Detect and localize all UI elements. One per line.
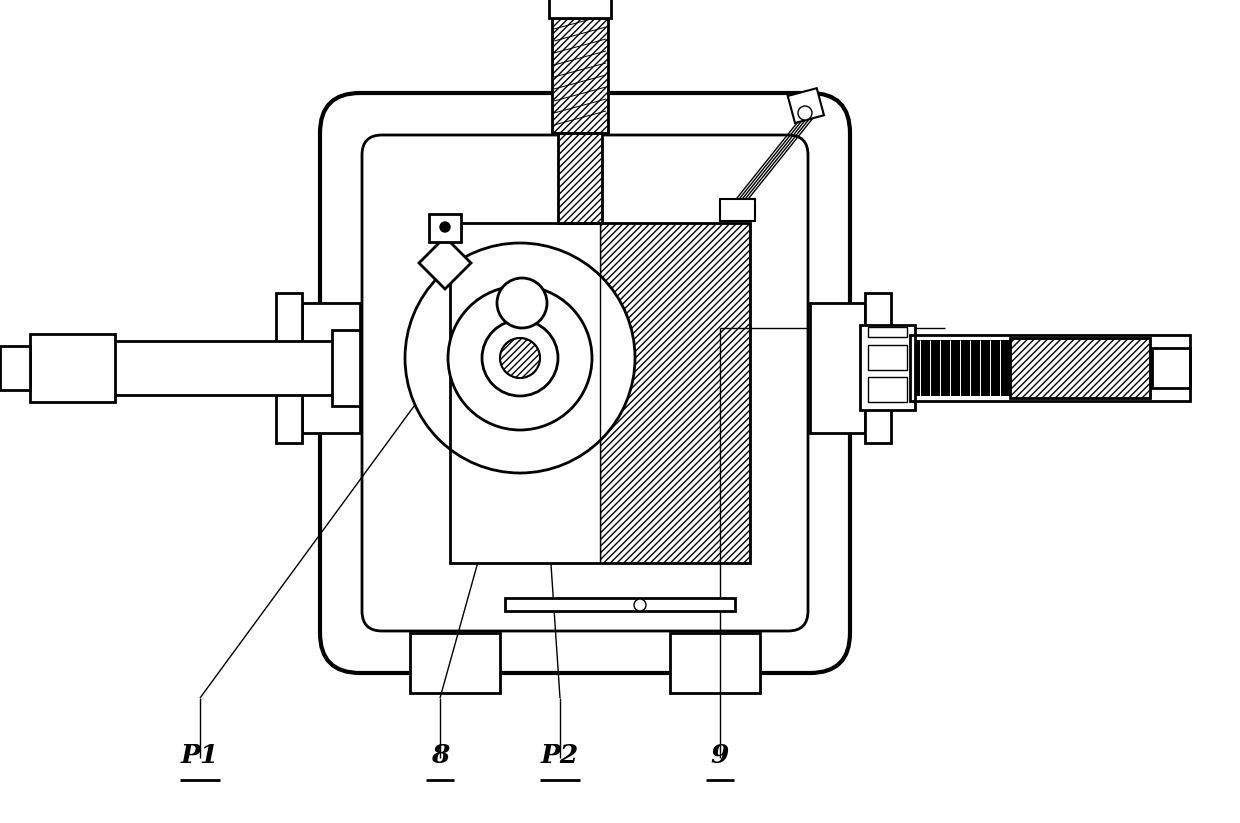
Circle shape [634, 599, 646, 611]
Bar [1011, 338, 1149, 398]
Bar [450, 223, 750, 563]
FancyBboxPatch shape [320, 93, 849, 673]
Bar [552, 18, 608, 133]
Circle shape [500, 338, 539, 378]
Bar [810, 303, 866, 433]
Bar [1011, 338, 1149, 398]
Bar [868, 345, 906, 370]
Bar [558, 133, 601, 223]
Bar [868, 327, 906, 337]
Bar [505, 598, 735, 611]
Bar [1152, 348, 1190, 388]
Bar [868, 377, 906, 402]
Bar [552, 18, 608, 133]
Bar [410, 633, 500, 693]
Circle shape [799, 106, 812, 120]
Circle shape [482, 320, 558, 396]
Bar [787, 88, 823, 123]
Text: P2: P2 [541, 743, 579, 768]
Polygon shape [419, 237, 471, 289]
Bar [110, 341, 360, 395]
Circle shape [448, 286, 591, 430]
Bar [910, 335, 1190, 401]
Bar [30, 334, 115, 402]
Bar [450, 223, 600, 563]
Circle shape [497, 278, 547, 328]
Text: P1: P1 [181, 743, 219, 768]
Circle shape [440, 222, 450, 232]
Bar [0, 346, 30, 390]
Circle shape [405, 243, 635, 473]
Text: 9: 9 [711, 743, 729, 768]
Bar [720, 199, 755, 221]
Bar [558, 133, 601, 223]
Bar [866, 293, 892, 443]
Text: 8: 8 [430, 743, 449, 768]
Bar [332, 330, 360, 406]
Bar [915, 340, 1011, 396]
Bar [429, 214, 461, 242]
Bar [549, 0, 611, 18]
Bar [600, 223, 750, 563]
Bar [861, 325, 915, 410]
Bar [303, 303, 360, 433]
Bar [670, 633, 760, 693]
Bar [277, 293, 303, 443]
